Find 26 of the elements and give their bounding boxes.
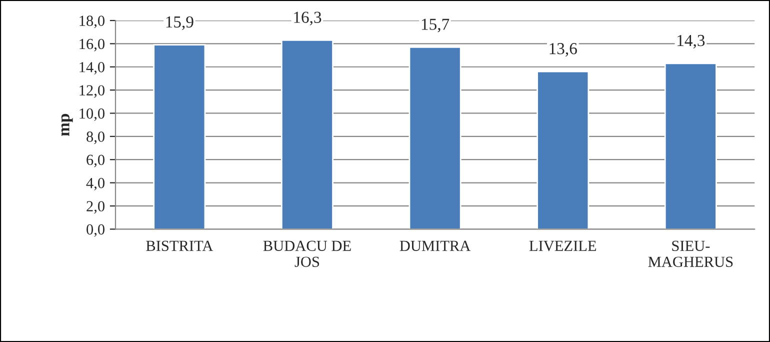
y-tick-label: 12,0 (80, 85, 104, 98)
y-axis-title: mp (61, 114, 73, 136)
bar (408, 46, 462, 230)
x-tick-label: BUDACU DE JOS (263, 240, 351, 267)
y-tick-label: 16,0 (80, 38, 104, 52)
data-label: 15,7 (422, 18, 450, 32)
y-tick-label: 14,0 (80, 62, 104, 75)
bar (280, 40, 334, 230)
y-tick-label: 4,0 (86, 178, 104, 190)
y-tick-label: 8,0 (86, 132, 104, 144)
data-label: 15,9 (166, 16, 194, 30)
x-tick-label: DUMITRA (400, 240, 471, 252)
x-tick-label: LIVEZILE (529, 240, 596, 252)
y-tick-label: 18,0 (80, 16, 104, 28)
data-label: 13,6 (550, 43, 577, 57)
data-label: 14,3 (678, 34, 705, 49)
bar (153, 44, 206, 230)
data-label: 16,3 (294, 12, 322, 26)
x-tick-label: BISTRITA (146, 240, 214, 252)
y-tick-label: 10,0 (80, 108, 104, 121)
x-tick-label: SIEU- MAGHERUS (648, 240, 733, 267)
bar (536, 70, 590, 230)
y-tick-label: 0,0 (86, 224, 104, 237)
y-tick-label: 6,0 (86, 154, 104, 168)
bar (664, 62, 717, 230)
y-tick-label: 2,0 (86, 201, 104, 214)
